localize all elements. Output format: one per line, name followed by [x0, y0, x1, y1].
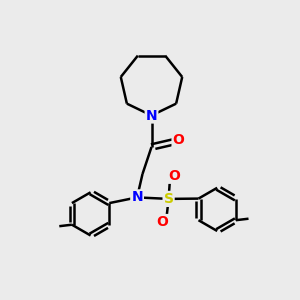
- Text: N: N: [131, 190, 143, 204]
- Text: O: O: [168, 169, 180, 183]
- Text: O: O: [157, 215, 169, 229]
- Text: N: N: [146, 109, 157, 122]
- Text: O: O: [172, 133, 184, 147]
- Text: S: S: [164, 192, 174, 206]
